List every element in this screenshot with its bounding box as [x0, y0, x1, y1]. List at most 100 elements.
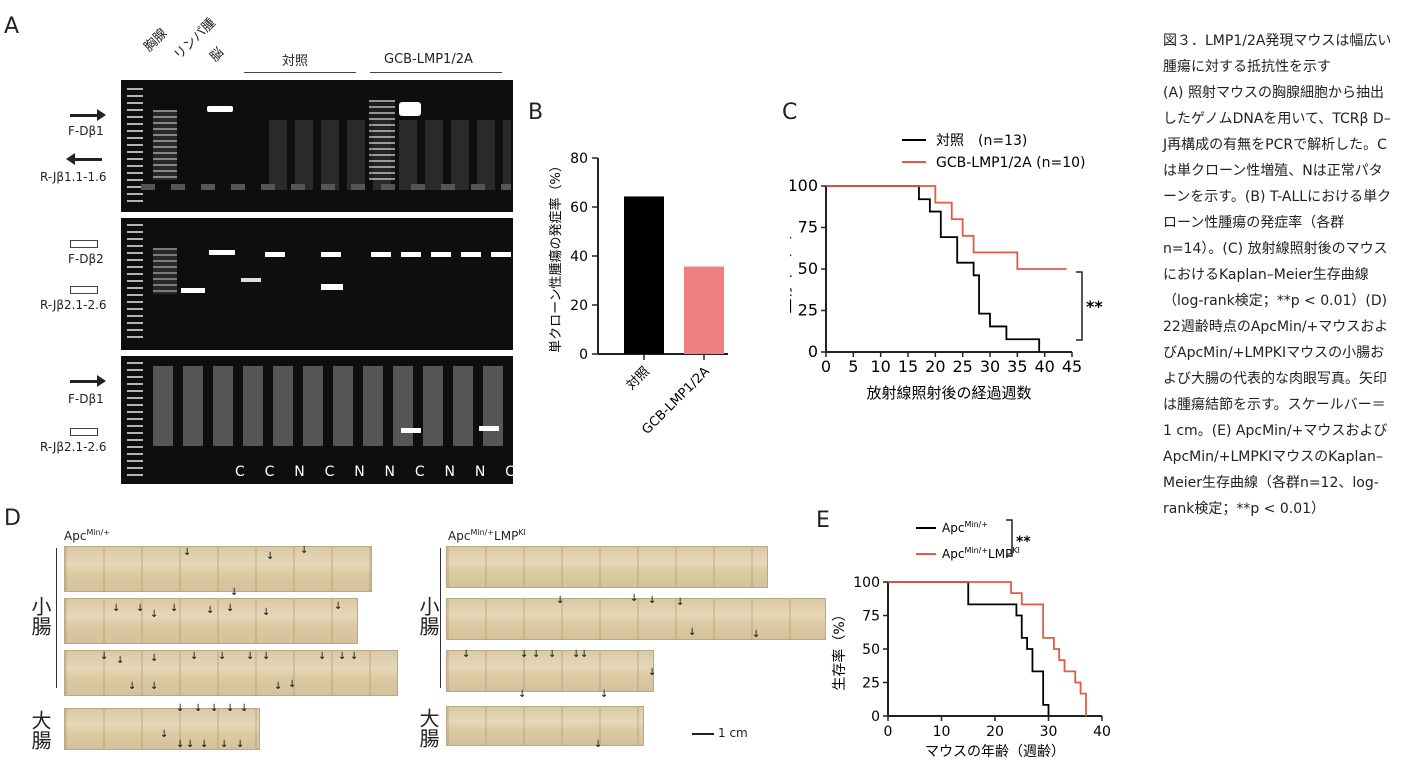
- tumor-arrow-icon: ↓: [200, 739, 209, 750]
- lane-call: C: [324, 464, 335, 480]
- tumor-arrow-icon: ↓: [518, 689, 527, 700]
- tumor-arrow-icon: ↓: [318, 651, 327, 662]
- panel-label-a: A: [4, 14, 20, 39]
- tumor-arrow-icon: ↓: [236, 739, 245, 750]
- panel-d-left-title: ApcMin/+: [64, 528, 110, 543]
- panel-label-b: B: [528, 100, 544, 125]
- panel-d-right-title: ApcMin/+LMPKI: [448, 528, 526, 543]
- tumor-arrow-icon: ↓: [218, 651, 227, 662]
- tumor-arrow-icon: ↓: [350, 651, 359, 662]
- y-tick-label: 100: [790, 176, 818, 195]
- tumor-arrow-icon: ↓: [160, 729, 169, 740]
- tumor-arrow-icon: ↓: [194, 703, 203, 714]
- tumor-arrow-icon: ↓: [676, 597, 685, 608]
- bar: [624, 196, 664, 354]
- tumor-arrow-icon: ↓: [462, 649, 471, 660]
- tumor-arrow-icon: ↓: [176, 739, 185, 750]
- title-base: Apc: [64, 529, 87, 543]
- significance-bracket: [1076, 271, 1083, 341]
- y-axis-label: 生存率（%）: [831, 607, 848, 690]
- tumor-arrow-icon: ↓: [600, 689, 609, 700]
- ladder-lane: [127, 362, 143, 476]
- gel-band: [479, 426, 499, 431]
- ladder-lane: [127, 224, 143, 342]
- label-large-intestine-right: 大腸: [416, 708, 440, 748]
- title-sup: Min/+: [86, 528, 111, 537]
- lane-call: C: [505, 464, 513, 480]
- significance-bracket: [1006, 519, 1013, 557]
- tumor-arrow-icon: ↓: [334, 601, 343, 612]
- reverse-arrow-icon: [66, 153, 102, 165]
- x-tick-label: 10: [870, 357, 890, 376]
- tumor-arrow-icon: ↓: [150, 609, 159, 620]
- primer-label: R-Jβ1.1-1.6: [40, 170, 107, 184]
- tumor-arrow-icon: ↓: [648, 595, 657, 606]
- lane-header-control: 対照: [282, 54, 309, 69]
- x-tick-label: 20: [986, 724, 1004, 740]
- primer-label: R-Jβ2.1-2.6: [40, 298, 107, 312]
- forward-hollow-arrow-icon: [70, 240, 98, 248]
- figure-caption: 図３．LMP1/2A発現マウスは幅広い腫瘍に対する抵抗性を示す (A) 照射マウ…: [1163, 28, 1393, 522]
- tumor-arrow-icon: ↓: [548, 649, 557, 660]
- x-tick-label: 対照: [624, 364, 653, 393]
- lane-call: N: [294, 464, 305, 480]
- tumor-arrow-icon: ↓: [532, 649, 541, 660]
- survival-curve: [826, 185, 1067, 270]
- scale-bar: [692, 733, 714, 735]
- y-tick-label: 0: [579, 347, 588, 363]
- legend-label: GCB-LMP1/2A (n=10): [936, 155, 1086, 171]
- gel-band: [209, 250, 235, 255]
- x-tick-label: 10: [933, 724, 951, 740]
- gel-band: [181, 288, 205, 293]
- tumor-arrow-icon: ↓: [240, 703, 249, 714]
- caption-body: (A) 照射マウスの胸腺細胞から抽出したゲノムDNAを用いて、TCRβ D–J再…: [1163, 85, 1392, 517]
- y-tick-label: 40: [570, 249, 588, 265]
- legend-label: ApcMin/+LMPKI: [942, 546, 1020, 561]
- chart-e: 0 25 50 75 100 0 10 20 30 40 マウスの年齢（週齢） 生存率（%） ApcMi…: [831, 519, 1111, 760]
- bar: [684, 266, 724, 354]
- x-tick-label: 45: [1062, 357, 1082, 376]
- lane-call: C: [235, 464, 245, 480]
- gel-panel-3: C C N C N N C N N C: [121, 356, 513, 484]
- significance-label: **: [1086, 297, 1103, 316]
- group-divider: [440, 548, 441, 688]
- tumor-arrow-icon: ↓: [186, 739, 195, 750]
- x-tick-label: 30: [980, 357, 1000, 376]
- lane-call: N: [444, 464, 455, 480]
- tumor-arrow-icon: ↓: [520, 649, 529, 660]
- tumor-arrow-icon: ↓: [150, 653, 159, 664]
- title-mid: LMP: [494, 529, 519, 543]
- forward-arrow-icon: [70, 375, 106, 387]
- intestine-photo: [446, 546, 768, 588]
- y-tick-label: 20: [570, 298, 588, 314]
- tumor-arrow-icon: ↓: [556, 595, 565, 606]
- title-sup2: KI: [518, 528, 526, 537]
- tumor-arrow-icon: ↓: [262, 651, 271, 662]
- intestine-photo: [64, 708, 260, 750]
- x-axis-label: 放射線照射後の経過週数: [866, 384, 1031, 402]
- y-tick-label: 25: [798, 301, 818, 320]
- tumor-arrow-icon: ↓: [274, 681, 283, 692]
- lane-header-brain: 脳: [207, 45, 228, 65]
- tumor-arrow-icon: ↓: [580, 649, 589, 660]
- tumor-arrow-icon: ↓: [288, 679, 297, 690]
- intestine-photo: [446, 706, 644, 746]
- forward-arrow-icon: [70, 109, 106, 121]
- x-tick-label: 35: [1007, 357, 1027, 376]
- tumor-arrow-icon: ↓: [300, 545, 309, 556]
- tumor-arrow-icon: ↓: [100, 651, 109, 662]
- tumor-arrow-icon: ↓: [246, 651, 255, 662]
- tumor-arrow-icon: ↓: [190, 651, 199, 662]
- reverse-hollow-arrow-icon: [70, 286, 98, 294]
- gel-band: [401, 428, 421, 433]
- tumor-arrow-icon: ↓: [338, 651, 347, 662]
- gel-band: [241, 278, 261, 282]
- gel-band: [321, 252, 341, 257]
- y-tick-label: 50: [862, 642, 880, 658]
- tumor-arrow-icon: ↓: [170, 603, 179, 614]
- lane-calls: C C N C N N C N N C: [235, 464, 513, 482]
- x-tick-label: 30: [1040, 724, 1058, 740]
- title-base: Apc: [448, 529, 471, 543]
- tumor-arrow-icon: ↓: [688, 627, 697, 638]
